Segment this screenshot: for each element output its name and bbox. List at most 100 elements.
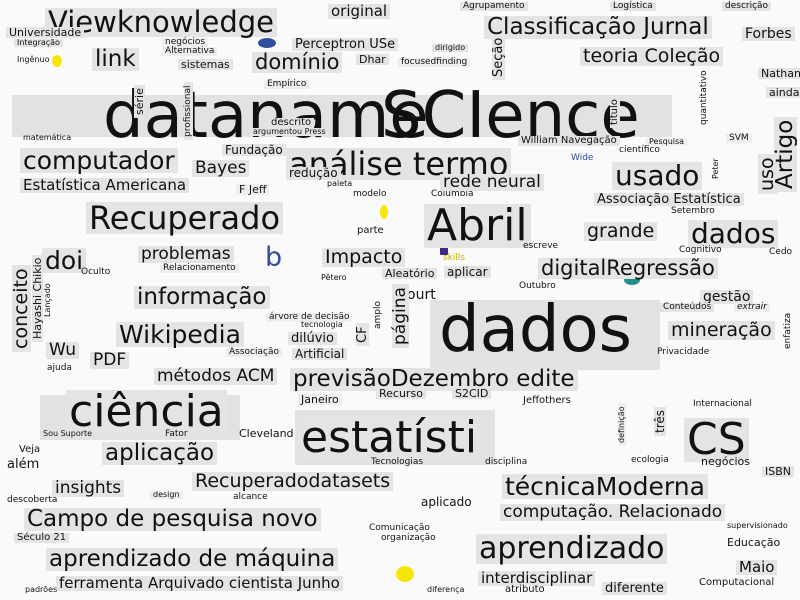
cloud-word: paleta — [327, 179, 353, 188]
cloud-word: Artificial — [292, 348, 348, 360]
cloud-word: aplicação — [102, 442, 218, 465]
cloud-word: disciplina — [485, 457, 528, 467]
cloud-word: sistemas — [178, 59, 233, 70]
cloud-word: rede neural — [440, 174, 544, 191]
cloud-word: Fundação — [222, 144, 286, 156]
cloud-word: CF — [355, 323, 370, 346]
cloud-word: Cognitivo — [679, 245, 722, 255]
cloud-word: Computacional — [699, 577, 775, 588]
cloud-word: quantitativo — [699, 70, 709, 125]
cloud-word: usado — [612, 162, 703, 190]
cloud-word: Campo de pesquisa novo — [24, 508, 321, 531]
cloud-word: supervisionado — [727, 521, 788, 530]
cloud-word: b — [265, 242, 283, 273]
cloud-word: S2CID — [452, 388, 492, 399]
cloud-word: Wikipedia — [116, 322, 244, 347]
cloud-word: Setembro — [671, 206, 715, 216]
cloud-word: extrair — [734, 303, 770, 312]
cloud-word: Logística — [610, 2, 656, 11]
cloud-word: Jeffothers — [523, 395, 571, 406]
cloud-word: diferente — [602, 582, 667, 595]
cloud-word: três — [653, 406, 667, 436]
accent-dot — [624, 275, 640, 285]
cloud-word: ainda — [766, 87, 800, 98]
cloud-word: PDF — [90, 352, 130, 369]
cloud-word: Artigo — [772, 116, 798, 192]
cloud-word: Bayes — [192, 160, 250, 177]
cloud-word: Conteúdos — [660, 303, 715, 312]
cloud-word: científico — [619, 145, 660, 155]
cloud-word: teoria Coleção — [580, 47, 724, 66]
cloud-word: profissional — [183, 82, 193, 140]
cloud-word: dados — [439, 293, 632, 367]
accent-dot — [258, 38, 276, 48]
cloud-word: dilúvio — [288, 332, 337, 345]
cloud-word: Alternativa — [162, 47, 218, 56]
cloud-word: Classificação Jurnal — [484, 16, 712, 39]
accent-dot — [52, 55, 62, 67]
cloud-word: Nathan — [758, 68, 800, 79]
cloud-word: problemas — [138, 246, 234, 263]
cloud-word: título — [609, 96, 620, 128]
cloud-word: Agrupamento — [460, 2, 528, 11]
cloud-word: link — [92, 48, 139, 71]
cloud-word: Impacto — [322, 248, 406, 267]
cloud-word: William Navegação — [518, 136, 620, 146]
cloud-word: domínio — [252, 52, 343, 73]
cloud-word: Associação Estatística — [594, 193, 744, 206]
cloud-word: design — [150, 491, 183, 499]
cloud-word: interdisciplinar — [478, 571, 596, 586]
cloud-word: Estatística Americana — [20, 178, 190, 193]
cloud-word: Aleatório — [382, 268, 438, 279]
cloud-word: Hayashi Chikio — [31, 254, 44, 342]
cloud-word: negócios — [162, 38, 209, 47]
cloud-word: descrição — [722, 2, 772, 11]
cloud-word: previsãoDezembro edite — [290, 368, 578, 391]
cloud-word: Pêtero — [321, 273, 347, 282]
cloud-word: Privacidade — [657, 347, 710, 357]
cloud-word: Lançado — [43, 283, 52, 317]
cloud-word: Internacional — [693, 399, 752, 409]
cloud-word: descoberta — [7, 495, 58, 505]
cloud-word: conceito — [10, 265, 32, 352]
cloud-word: skills — [443, 253, 466, 263]
cloud-word: aplicar — [444, 266, 491, 278]
cloud-word: diferença — [427, 585, 465, 594]
cloud-word: série — [133, 85, 146, 118]
background-tile — [430, 300, 660, 370]
cloud-word: Recurso — [376, 388, 426, 399]
cloud-word: ciência — [66, 390, 227, 434]
cloud-word: parte — [357, 225, 384, 236]
cloud-word: informação — [134, 286, 270, 309]
cloud-word: Relacionamento — [160, 264, 239, 273]
cloud-word: Perceptron USe — [292, 38, 399, 51]
cloud-word: Wide — [571, 153, 594, 163]
cloud-word: organização — [381, 533, 436, 543]
cloud-word: Fator — [165, 429, 188, 439]
cloud-word: atributo — [505, 584, 545, 595]
cloud-word: Empírico — [264, 80, 310, 89]
cloud-word: Pesquisa — [646, 138, 688, 146]
cloud-word: técnicaModerna — [502, 474, 708, 499]
cloud-word: Sou Suporte — [43, 429, 93, 438]
cloud-word: Outubro — [519, 281, 556, 291]
cloud-word: Século 21 — [14, 533, 70, 543]
cloud-word: página — [390, 284, 410, 348]
cloud-word: Janeiro — [298, 394, 342, 405]
cloud-word: aprendizado de máquina — [46, 548, 339, 571]
cloud-word: dados — [688, 220, 779, 248]
cloud-word: grande — [584, 222, 658, 241]
cloud-word: dirigido — [432, 44, 469, 52]
cloud-word: dataname — [103, 79, 429, 153]
cloud-word: redução — [286, 167, 341, 179]
cloud-word: Comunicação — [369, 523, 430, 533]
cloud-word: mineração — [668, 321, 775, 340]
cloud-word: CS — [684, 418, 749, 462]
cloud-word: Integração — [14, 39, 63, 47]
cloud-word: amplo — [373, 300, 383, 329]
cloud-word: enfatiza — [783, 312, 793, 349]
cloud-word: digitalRegressão — [538, 258, 718, 279]
cloud-word: Abril — [424, 204, 531, 248]
cloud-word: Oculto — [81, 267, 111, 277]
cloud-word: alcance — [233, 492, 268, 502]
